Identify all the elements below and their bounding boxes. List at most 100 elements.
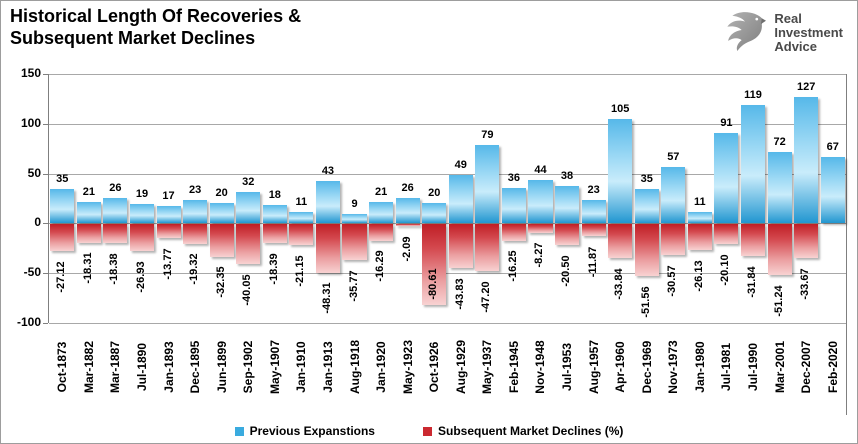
- expansion-value-label: 105: [610, 102, 630, 115]
- x-axis-label: Feb-2020: [825, 340, 840, 394]
- y-axis-tick-label: -100: [16, 315, 41, 329]
- expansion-value-label: 20: [215, 187, 228, 200]
- gridline: [49, 123, 846, 125]
- x-axis-label: Sep-1902: [241, 340, 256, 394]
- brand-name-line3: Advice: [774, 38, 817, 54]
- bar-market-decline: [448, 224, 473, 269]
- decline-value-label: -19.32: [188, 253, 201, 286]
- decline-value-label: -33.84: [613, 268, 626, 300]
- x-axis-label: Dec-1969: [639, 340, 654, 394]
- bar-previous-expansion: [183, 200, 208, 224]
- y-axis-tick-label: -50: [23, 265, 41, 280]
- expansion-value-label: 20: [428, 187, 441, 200]
- decline-value-label: -40.05: [241, 274, 254, 306]
- bar-previous-expansion: [395, 197, 420, 224]
- y-axis-tick-label: 100: [20, 115, 41, 130]
- x-axis-label: Jul-1981: [719, 342, 734, 392]
- expansion-value-label: 26: [401, 181, 414, 194]
- bar-market-decline: [608, 224, 633, 259]
- bar-previous-expansion: [342, 214, 367, 224]
- expansion-value-label: 36: [507, 171, 521, 184]
- bar-market-decline: [236, 224, 261, 265]
- decline-value-label: -13.77: [161, 248, 174, 280]
- x-axis-label: Mar-2001: [772, 340, 787, 394]
- bar-market-decline: [714, 224, 739, 245]
- gridline: [49, 323, 846, 324]
- bar-market-decline: [634, 224, 659, 276]
- expansion-value-label: 119: [744, 88, 762, 101]
- brand-name-line1: Real: [774, 10, 802, 26]
- x-axis-label: Oct-1873: [55, 341, 70, 393]
- x-axis-label: Mar-1887: [108, 340, 123, 394]
- bar-market-decline: [740, 224, 766, 257]
- eagle-icon: [724, 9, 767, 56]
- chart-legend: Previous Expanstions Subsequent Market D…: [1, 424, 857, 438]
- x-axis-label: Jun-1899: [214, 340, 229, 394]
- bar-market-decline: [183, 224, 208, 244]
- bar-market-decline: [422, 224, 447, 305]
- bar-market-decline: [156, 224, 181, 239]
- bar-market-decline: [581, 224, 606, 237]
- bar-market-decline: [395, 224, 420, 227]
- expansion-value-label: 19: [135, 188, 149, 201]
- expansion-value-label: 9: [351, 198, 358, 211]
- decline-value-label: -21.15: [294, 255, 307, 287]
- decline-value-label: -35.77: [347, 270, 360, 302]
- x-axis-label: Jan-1980: [692, 341, 707, 393]
- x-axis-label: Jan-1910: [294, 341, 309, 393]
- bar-previous-expansion: [422, 203, 447, 224]
- bar-previous-expansion: [50, 188, 75, 224]
- legend-marker-blue: [234, 426, 244, 436]
- decline-value-label: -32.35: [214, 266, 227, 299]
- expansion-value-label: 67: [826, 140, 839, 153]
- bar-market-decline: [475, 224, 500, 272]
- x-axis-label: Jan-1913: [320, 341, 335, 393]
- decline-value-label: -16.25: [506, 250, 519, 282]
- bar-previous-expansion: [369, 202, 394, 224]
- bar-market-decline: [528, 224, 553, 233]
- bar-market-decline: [555, 224, 580, 245]
- decline-value-label: -20.10: [719, 254, 732, 286]
- decline-value-label: -18.31: [81, 252, 94, 285]
- decline-value-label: -8.27: [533, 242, 546, 268]
- y-axis-tick: [43, 273, 48, 275]
- x-axis-label: Apr-1960: [613, 341, 628, 393]
- y-axis-tick-label: 50: [27, 165, 41, 180]
- y-axis-tick: [43, 123, 48, 125]
- bar-previous-expansion: [236, 191, 261, 224]
- bar-previous-expansion: [315, 180, 340, 224]
- x-axis-label: Aug-1929: [453, 339, 468, 395]
- bar-previous-expansion: [448, 174, 473, 224]
- legend-label-declines: Subsequent Market Declines (%): [437, 424, 624, 438]
- bar-market-decline: [129, 224, 154, 252]
- bar-previous-expansion: [555, 185, 580, 224]
- expansion-value-label: 23: [188, 184, 202, 197]
- legend-item-expansions: Previous Expanstions: [234, 424, 375, 438]
- decline-value-label: -51.24: [772, 285, 785, 317]
- decline-value-label: -33.67: [799, 268, 812, 300]
- bar-previous-expansion: [767, 151, 792, 224]
- brand-name-line2: Investment: [774, 24, 843, 40]
- brand-name: Real Investment Advice: [774, 10, 843, 54]
- expansion-value-label: 43: [321, 164, 335, 177]
- y-axis-tick: [43, 173, 48, 175]
- bar-previous-expansion: [262, 205, 287, 224]
- bar-previous-expansion: [581, 200, 606, 224]
- x-axis-label: Oct-1926: [427, 341, 442, 393]
- bar-previous-expansion: [289, 212, 314, 224]
- legend-label-expansions: Previous Expanstions: [249, 424, 375, 438]
- x-axis-label: May-1907: [267, 339, 282, 395]
- decline-value-label: -11.87: [586, 246, 599, 278]
- bar-previous-expansion: [156, 206, 181, 224]
- y-axis-tick-label: 150: [20, 66, 41, 80]
- x-axis-label: Feb-1945: [506, 340, 521, 394]
- bar-previous-expansion: [501, 187, 526, 224]
- x-axis-label: Jan-1920: [374, 341, 389, 393]
- y-axis-line: [48, 74, 49, 323]
- decline-value-label: -16.29: [374, 250, 387, 283]
- decline-value-label: -18.38: [108, 252, 121, 285]
- page-title-line1: Historical Length Of Recoveries &: [10, 6, 302, 26]
- y-axis-tick: [43, 74, 48, 75]
- bar-previous-expansion: [820, 156, 845, 224]
- brand-logo: Real Investment Advice: [724, 9, 843, 56]
